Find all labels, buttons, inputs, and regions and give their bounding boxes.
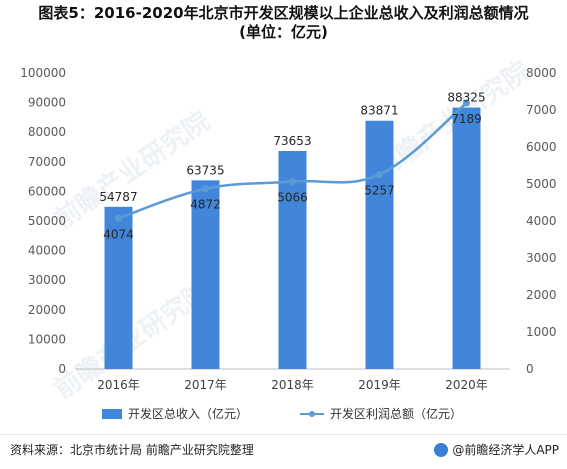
y-right-tick-label: 3000 — [526, 251, 557, 265]
y-right-tick-label: 2000 — [526, 288, 557, 302]
chart-legend: 开发区总收入（亿元） 开发区利润总额（亿元） — [0, 405, 567, 423]
y-left-tick-label: 40000 — [28, 244, 66, 258]
y-left-tick-label: 60000 — [28, 184, 66, 198]
chart-title-line1: 图表5：2016-2020年北京市开发区规模以上企业总收入及利润总额情况 — [38, 4, 529, 22]
line-value-label: 4872 — [190, 198, 221, 212]
y-left-tick-label: 70000 — [28, 155, 66, 169]
legend-line-label: 开发区利润总额（亿元） — [330, 407, 463, 421]
combo-chart: 0100002000030000400005000060000700008000… — [20, 66, 557, 392]
y-right-tick-label: 8000 — [526, 66, 557, 80]
bar — [365, 120, 394, 369]
bar-value-label: 83871 — [360, 104, 398, 118]
x-tick-label: 2019年 — [358, 378, 401, 392]
bar — [191, 180, 220, 369]
line-value-label: 5257 — [364, 183, 395, 197]
y-left-tick-label: 20000 — [28, 303, 66, 317]
y-left-tick-label: 50000 — [28, 214, 66, 228]
bar-value-label: 73653 — [273, 134, 311, 148]
brand: @前瞻经济学人APP — [434, 441, 559, 458]
y-right-tick-label: 1000 — [526, 325, 557, 339]
line-value-label: 7189 — [451, 112, 482, 126]
source-text: 资料来源：北京市统计局 前瞻产业研究院整理 — [10, 443, 254, 457]
line-value-label: 5066 — [277, 191, 308, 205]
bar-value-label: 54787 — [99, 190, 137, 204]
legend-bar-label: 开发区总收入（亿元） — [128, 407, 249, 421]
bar-value-label: 63735 — [186, 163, 224, 177]
y-right-tick-label: 0 — [526, 362, 534, 376]
legend-item-line: 开发区利润总额（亿元） — [300, 405, 462, 422]
y-left-tick-label: 100000 — [20, 66, 66, 80]
y-left-tick-label: 90000 — [28, 96, 66, 110]
profit-point — [202, 185, 209, 193]
y-right-tick-label: 5000 — [526, 177, 557, 191]
y-left-tick-label: 80000 — [28, 125, 66, 139]
profit-point — [115, 214, 122, 222]
y-right-tick-label: 4000 — [526, 214, 557, 228]
bar-value-label: 88325 — [447, 91, 485, 105]
y-left-tick-label: 30000 — [28, 273, 66, 287]
footer: 资料来源：北京市统计局 前瞻产业研究院整理 @前瞻经济学人APP — [0, 434, 567, 469]
y-right-tick-label: 7000 — [526, 103, 557, 117]
legend-line-swatch — [300, 409, 324, 419]
bar — [278, 150, 307, 369]
x-tick-label: 2018年 — [271, 378, 314, 392]
profit-point — [463, 99, 470, 107]
x-tick-label: 2020年 — [445, 378, 488, 392]
legend-item-bar: 开发区总收入（亿元） — [102, 405, 248, 422]
brand-logo-icon — [434, 442, 449, 457]
y-left-tick-label: 10000 — [28, 332, 66, 346]
chart-title-line2: (单位：亿元) — [239, 23, 328, 41]
brand-text: @前瞻经济学人APP — [452, 443, 559, 457]
x-tick-label: 2017年 — [184, 378, 227, 392]
y-right-tick-label: 6000 — [526, 140, 557, 154]
legend-bar-swatch — [102, 408, 122, 419]
y-left-tick-label: 0 — [58, 362, 66, 376]
profit-point — [376, 170, 383, 178]
x-tick-label: 2016年 — [97, 378, 140, 392]
chart-title: 图表5：2016-2020年北京市开发区规模以上企业总收入及利润总额情况 (单位… — [0, 4, 567, 42]
bar — [104, 206, 133, 369]
bar — [452, 107, 481, 370]
profit-point — [289, 178, 296, 186]
line-value-label: 4074 — [103, 227, 134, 241]
